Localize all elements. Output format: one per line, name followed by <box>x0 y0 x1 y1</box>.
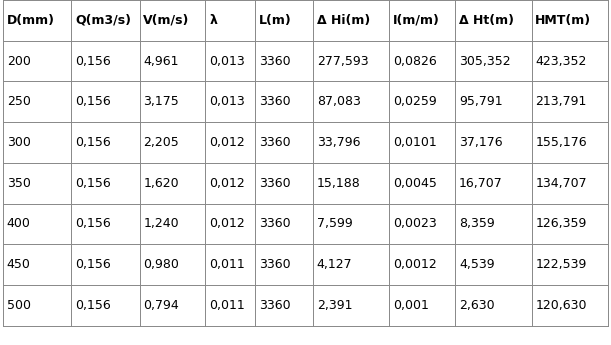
Text: 134,707: 134,707 <box>535 177 587 190</box>
Text: 0,156: 0,156 <box>75 217 111 230</box>
Text: 3360: 3360 <box>259 95 291 108</box>
Text: 0,012: 0,012 <box>209 217 245 230</box>
Text: 0,156: 0,156 <box>75 258 111 271</box>
Text: 305,352: 305,352 <box>459 55 511 68</box>
Text: 3360: 3360 <box>259 299 291 312</box>
Text: 0,0012: 0,0012 <box>393 258 437 271</box>
Text: 3360: 3360 <box>259 55 291 68</box>
Text: 0,156: 0,156 <box>75 177 111 190</box>
Text: 277,593: 277,593 <box>316 55 368 68</box>
Text: 0,0045: 0,0045 <box>393 177 437 190</box>
Text: 4,539: 4,539 <box>459 258 495 271</box>
Text: 0,156: 0,156 <box>75 55 111 68</box>
Text: 2,630: 2,630 <box>459 299 495 312</box>
Text: 95,791: 95,791 <box>459 95 503 108</box>
Text: 0,156: 0,156 <box>75 136 111 149</box>
Text: 155,176: 155,176 <box>535 136 587 149</box>
Text: 120,630: 120,630 <box>535 299 587 312</box>
Text: 0,980: 0,980 <box>144 258 179 271</box>
Text: I(m/m): I(m/m) <box>393 14 440 27</box>
Text: 0,011: 0,011 <box>209 258 245 271</box>
Text: Δ Hi(m): Δ Hi(m) <box>316 14 370 27</box>
Text: 423,352: 423,352 <box>535 55 587 68</box>
Text: λ: λ <box>209 14 217 27</box>
Text: 0,156: 0,156 <box>75 95 111 108</box>
Text: 3360: 3360 <box>259 136 291 149</box>
Text: 0,012: 0,012 <box>209 177 245 190</box>
Text: L(m): L(m) <box>259 14 291 27</box>
Text: 300: 300 <box>7 136 31 149</box>
Text: 126,359: 126,359 <box>535 217 587 230</box>
Text: 4,961: 4,961 <box>144 55 179 68</box>
Text: 0,0101: 0,0101 <box>393 136 437 149</box>
Text: 0,0259: 0,0259 <box>393 95 437 108</box>
Text: 122,539: 122,539 <box>535 258 587 271</box>
Text: 0,001: 0,001 <box>393 299 429 312</box>
Text: 1,240: 1,240 <box>144 217 179 230</box>
Text: 87,083: 87,083 <box>316 95 360 108</box>
Text: 0,012: 0,012 <box>209 136 245 149</box>
Text: 0,013: 0,013 <box>209 95 245 108</box>
Text: 0,156: 0,156 <box>75 299 111 312</box>
Text: 450: 450 <box>7 258 31 271</box>
Text: 3360: 3360 <box>259 177 291 190</box>
Text: D(mm): D(mm) <box>7 14 55 27</box>
Text: Q(m3/s): Q(m3/s) <box>75 14 131 27</box>
Text: 500: 500 <box>7 299 31 312</box>
Text: 3360: 3360 <box>259 258 291 271</box>
Text: Δ Ht(m): Δ Ht(m) <box>459 14 514 27</box>
Text: 7,599: 7,599 <box>316 217 353 230</box>
Text: 250: 250 <box>7 95 31 108</box>
Text: 200: 200 <box>7 55 31 68</box>
Text: 0,011: 0,011 <box>209 299 245 312</box>
Text: 4,127: 4,127 <box>316 258 353 271</box>
Text: 3360: 3360 <box>259 217 291 230</box>
Text: 0,013: 0,013 <box>209 55 245 68</box>
Text: 0,794: 0,794 <box>144 299 179 312</box>
Text: HMT(m): HMT(m) <box>535 14 591 27</box>
Text: 0,0023: 0,0023 <box>393 217 437 230</box>
Text: 2,205: 2,205 <box>144 136 179 149</box>
Text: 8,359: 8,359 <box>459 217 495 230</box>
Text: 33,796: 33,796 <box>316 136 360 149</box>
Text: 16,707: 16,707 <box>459 177 503 190</box>
Text: 1,620: 1,620 <box>144 177 179 190</box>
Text: 3,175: 3,175 <box>144 95 179 108</box>
Text: 15,188: 15,188 <box>316 177 360 190</box>
Text: 350: 350 <box>7 177 31 190</box>
Text: 37,176: 37,176 <box>459 136 503 149</box>
Text: 2,391: 2,391 <box>316 299 353 312</box>
Text: 0,0826: 0,0826 <box>393 55 437 68</box>
Text: 400: 400 <box>7 217 31 230</box>
Text: 213,791: 213,791 <box>535 95 587 108</box>
Text: V(m/s): V(m/s) <box>144 14 189 27</box>
